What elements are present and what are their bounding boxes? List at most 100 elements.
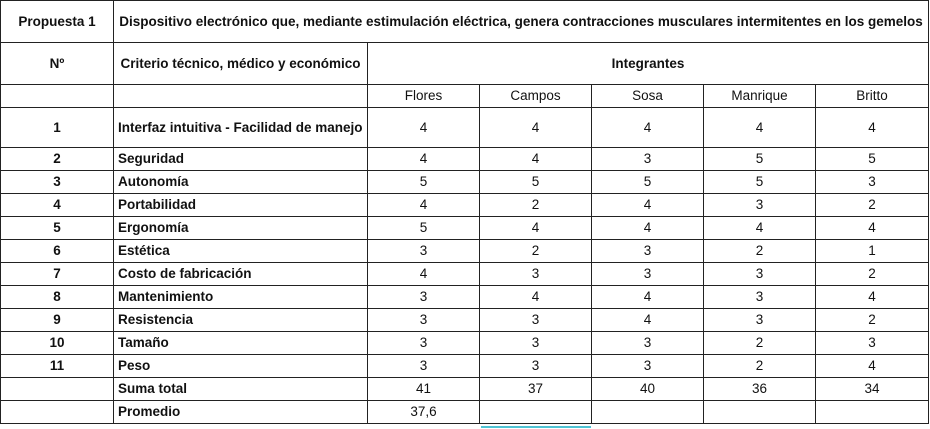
- score-cell: 5: [703, 170, 816, 194]
- score-cell: 2: [815, 262, 929, 286]
- criterion-row: 3 Autonomía 5 5 5 5 3: [0, 170, 929, 194]
- score-cell: 3: [703, 308, 816, 332]
- member-name: Campos: [479, 84, 592, 108]
- score-cell: 5: [367, 216, 480, 240]
- criterion-name: Interfaz intuitiva - Facilidad de manejo: [113, 107, 368, 148]
- score-cell: 4: [479, 285, 592, 309]
- average-label: Promedio: [113, 400, 368, 424]
- score-cell: 3: [591, 331, 704, 355]
- score-cell: 2: [479, 239, 592, 263]
- empty-cell: [0, 377, 114, 401]
- members-header: Integrantes: [367, 42, 929, 85]
- criterion-row: 6 Estética 3 2 3 2 1: [0, 239, 929, 263]
- criterion-name: Tamaño: [113, 331, 368, 355]
- proposal-label: Propuesta 1: [0, 0, 114, 43]
- proposal-description: Dispositivo electrónico que, mediante es…: [113, 0, 929, 43]
- empty-cell: [815, 400, 929, 424]
- score-cell: 3: [479, 331, 592, 355]
- row-number: 5: [0, 216, 114, 240]
- row-number: 9: [0, 308, 114, 332]
- total-value: 40: [591, 377, 704, 401]
- total-label: Suma total: [113, 377, 368, 401]
- score-cell: 4: [591, 107, 704, 148]
- criterion-row: 4 Portabilidad 4 2 4 3 2: [0, 193, 929, 217]
- score-cell: 4: [815, 354, 929, 378]
- empty-cell: [0, 400, 114, 424]
- score-cell: 2: [815, 193, 929, 217]
- score-cell: 4: [703, 216, 816, 240]
- score-cell: 2: [703, 354, 816, 378]
- score-cell: 4: [479, 147, 592, 171]
- score-cell: 4: [815, 216, 929, 240]
- row-number: 7: [0, 262, 114, 286]
- score-cell: 3: [479, 262, 592, 286]
- score-cell: 5: [703, 147, 816, 171]
- empty-cell: [113, 84, 368, 108]
- score-cell: 4: [815, 107, 929, 148]
- total-value: 36: [703, 377, 816, 401]
- score-cell: 3: [591, 239, 704, 263]
- row-number: 3: [0, 170, 114, 194]
- criterion-row: 10 Tamaño 3 3 3 2 3: [0, 331, 929, 355]
- score-cell: 3: [591, 262, 704, 286]
- criterion-row: 7 Costo de fabricación 4 3 3 3 2: [0, 262, 929, 286]
- criterion-name: Resistencia: [113, 308, 368, 332]
- criterion-row: 11 Peso 3 3 3 2 4: [0, 354, 929, 378]
- empty-cell: [703, 400, 816, 424]
- score-cell: 2: [703, 331, 816, 355]
- score-cell: 3: [591, 354, 704, 378]
- criterion-row: 2 Seguridad 4 4 3 5 5: [0, 147, 929, 171]
- score-cell: 3: [703, 285, 816, 309]
- row-number: 6: [0, 239, 114, 263]
- criterion-name: Autonomía: [113, 170, 368, 194]
- number-header: Nº: [0, 42, 114, 85]
- selection-underline: [481, 426, 591, 428]
- member-names-row: Flores Campos Sosa Manrique Britto: [0, 84, 929, 108]
- member-name: Flores: [367, 84, 480, 108]
- criterion-name: Portabilidad: [113, 193, 368, 217]
- row-number: 2: [0, 147, 114, 171]
- header-row: Nº Criterio técnico, médico y económico …: [0, 42, 929, 85]
- average-value: 37,6: [367, 400, 480, 424]
- score-cell: 4: [479, 107, 592, 148]
- score-cell: 3: [703, 193, 816, 217]
- row-number: 11: [0, 354, 114, 378]
- empty-cell: [0, 84, 114, 108]
- total-value: 37: [479, 377, 592, 401]
- score-cell: 2: [479, 193, 592, 217]
- score-cell: 4: [591, 285, 704, 309]
- total-value: 41: [367, 377, 480, 401]
- proposal-row: Propuesta 1 Dispositivo electrónico que,…: [0, 0, 929, 43]
- score-cell: 3: [815, 170, 929, 194]
- score-cell: 5: [591, 170, 704, 194]
- total-value: 34: [815, 377, 929, 401]
- score-cell: 3: [367, 239, 480, 263]
- criterion-name: Estética: [113, 239, 368, 263]
- score-cell: 3: [479, 354, 592, 378]
- empty-cell: [591, 400, 704, 424]
- row-number: 8: [0, 285, 114, 309]
- criterion-name: Mantenimiento: [113, 285, 368, 309]
- member-name: Sosa: [591, 84, 704, 108]
- score-cell: 2: [703, 239, 816, 263]
- score-cell: 4: [367, 193, 480, 217]
- score-cell: 1: [815, 239, 929, 263]
- criterion-row: 1 Interfaz intuitiva - Facilidad de mane…: [0, 107, 929, 148]
- row-number: 10: [0, 331, 114, 355]
- score-cell: 2: [815, 308, 929, 332]
- score-cell: 5: [479, 170, 592, 194]
- score-cell: 3: [367, 308, 480, 332]
- criterion-row: 8 Mantenimiento 3 4 4 3 4: [0, 285, 929, 309]
- row-number: 4: [0, 193, 114, 217]
- score-cell: 4: [815, 285, 929, 309]
- score-cell: 4: [591, 308, 704, 332]
- score-cell: 3: [367, 354, 480, 378]
- member-name: Manrique: [703, 84, 816, 108]
- criterion-name: Peso: [113, 354, 368, 378]
- criterion-row: 5 Ergonomía 5 4 4 4 4: [0, 216, 929, 240]
- average-row: Promedio 37,6: [0, 400, 929, 424]
- score-cell: 3: [367, 331, 480, 355]
- score-cell: 4: [367, 107, 480, 148]
- score-cell: 3: [703, 262, 816, 286]
